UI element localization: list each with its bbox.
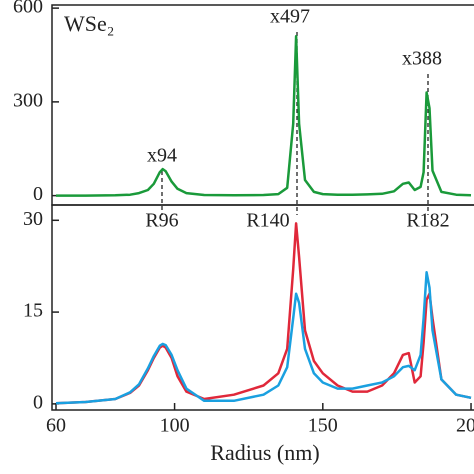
x-axis-label: Radius (nm) [210, 440, 319, 465]
annotation: R140 [246, 210, 289, 232]
series-line [56, 35, 472, 197]
series-line [55, 271, 472, 405]
y-tick-label: 0 [33, 391, 43, 413]
panel-label: WSe₂ [64, 11, 114, 36]
y-tick-label: 30 [23, 208, 43, 230]
series-line [55, 222, 472, 405]
annotation: R182 [406, 210, 449, 232]
x-tick-label: 200 [456, 415, 474, 437]
panel-frame [51, 204, 474, 411]
x-tick-label: 60 [46, 415, 66, 437]
panel-frame [51, 4, 474, 206]
annotation: x388 [402, 48, 442, 70]
annotation: R96 [145, 210, 178, 232]
annotation: x94 [147, 145, 177, 167]
y-tick-label: 0 [33, 183, 43, 205]
y-tick-label: 15 [23, 300, 43, 322]
x-tick-label: 150 [308, 415, 338, 437]
y-tick-label: 600 [13, 0, 43, 18]
annotation: x497 [270, 6, 310, 28]
x-tick-label: 100 [160, 415, 190, 437]
y-tick-label: 300 [13, 89, 43, 111]
